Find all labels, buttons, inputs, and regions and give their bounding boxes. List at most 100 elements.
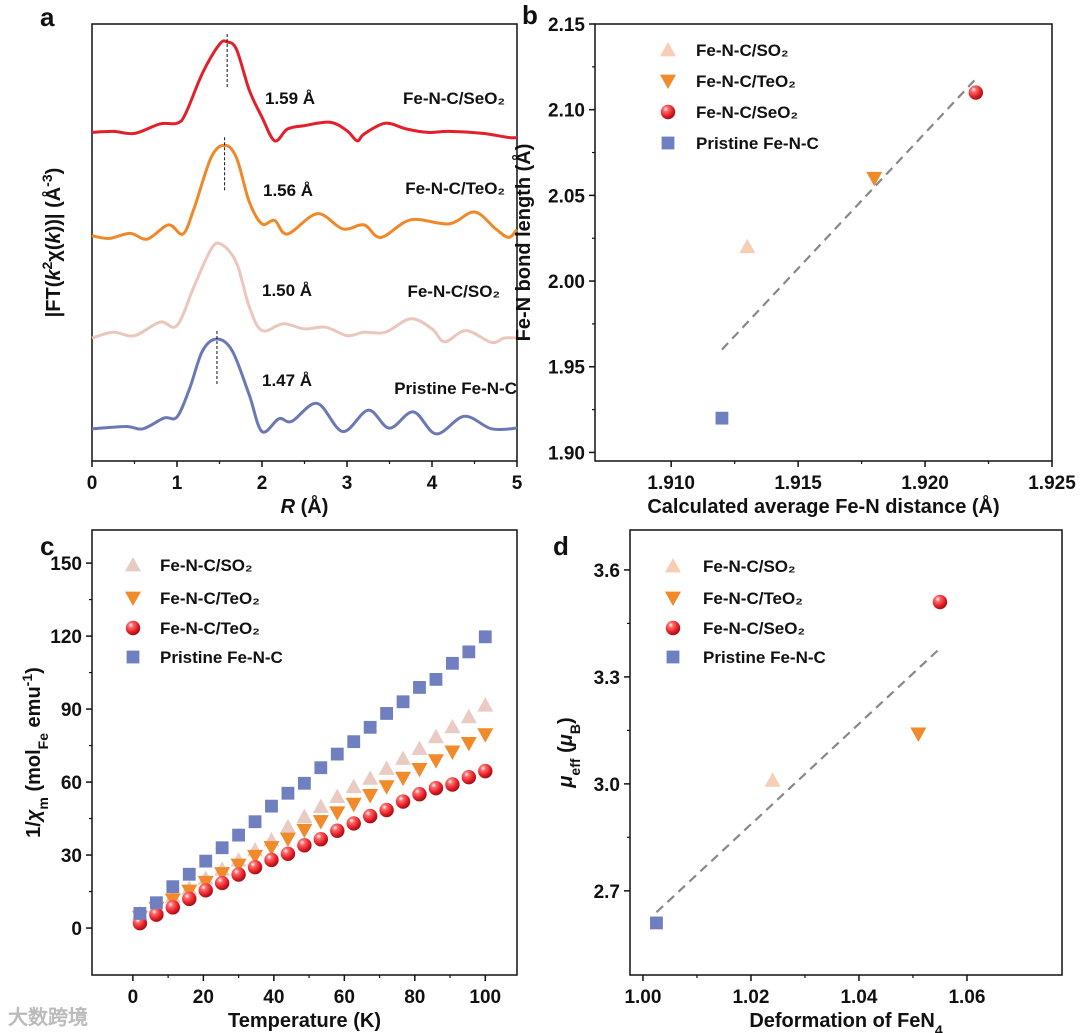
y-tick-label: 30 [61, 846, 82, 867]
data-point [166, 880, 180, 894]
data-point [231, 867, 246, 882]
label-part: Fe [35, 733, 51, 750]
x-tick-label: 60 [334, 987, 355, 1008]
x-tick-label: 0 [128, 987, 139, 1008]
legend-label: Fe-N-C/TeO₂ [703, 589, 803, 608]
label-part: ))| (Å [41, 187, 65, 233]
data-point [279, 832, 296, 847]
panel-a: a0 1 2 3 4 5R (Å)|FT(k2χ(k))| (Å-3)1.59 Å Fe-N… [39, 2, 523, 518]
legend-label: Fe-N-C/TeO₂ [160, 589, 260, 608]
x-tick-label: 40 [263, 987, 284, 1008]
x-tick-label: 1.910 [647, 473, 695, 494]
data-point [297, 776, 311, 790]
legend-marker [660, 104, 676, 120]
legend-label: Fe-N-C/SO₂ [160, 556, 253, 575]
data-point [263, 841, 280, 856]
data-point [281, 786, 295, 800]
legend-label: Fe-N-C/SO₂ [696, 41, 789, 60]
x-axis-label: Calculated average Fe-N distance (Å) [647, 494, 999, 518]
panel-label: d [553, 531, 569, 561]
data-point [478, 630, 492, 644]
data-point [363, 720, 377, 734]
x-tick-label: 4 [427, 473, 438, 494]
plot-frame [594, 23, 1053, 462]
legend-label: Pristine Fe-N-C [696, 134, 819, 153]
data-point [461, 769, 477, 785]
legend-marker [665, 558, 681, 573]
label-part: Temperature (K) [228, 1010, 381, 1032]
label-part: χ( [43, 243, 65, 262]
data-point [395, 750, 412, 765]
y-tick-label: 2.00 [548, 272, 585, 293]
data-point [329, 806, 346, 821]
legend-marker [665, 591, 681, 606]
legend-marker [661, 136, 675, 150]
data-point [378, 760, 395, 775]
data-point [197, 875, 214, 891]
y-axis-label: |FT(k2χ(k))| (Å-3) [39, 168, 65, 318]
data-point [314, 761, 328, 775]
y-tick-label: 2.7 [594, 882, 620, 903]
label-part: R [281, 496, 296, 518]
legend-marker [125, 557, 141, 572]
legend-label: Fe-N-C/SO₂ [703, 557, 796, 576]
label-part: ) [555, 717, 577, 724]
label-part: 1/ [23, 821, 45, 838]
label-part: eff [567, 758, 583, 775]
data-point [279, 818, 296, 834]
data-point [411, 740, 428, 755]
data-point [215, 841, 229, 855]
data-point [429, 672, 443, 686]
x-tick-label: 1.02 [732, 987, 769, 1008]
data-point [296, 823, 313, 839]
data-point [379, 802, 394, 818]
y-tick-label: 2.10 [548, 101, 585, 122]
data-point [932, 594, 948, 610]
panel-b: b 1.910 1.915 1.920 1.925 1.90 1.95 2.00 2.05 2.1… [511, 0, 1076, 518]
label-part: 2 [39, 261, 55, 269]
data-point [739, 238, 756, 254]
label-part: B [567, 724, 583, 734]
data-point [313, 832, 329, 847]
data-point [910, 727, 927, 742]
label-part: -3 [39, 174, 55, 187]
data-point [478, 763, 493, 779]
x-axis-label: Deformation of FeN4 [749, 1010, 943, 1033]
series-line [91, 337, 518, 436]
data-point [280, 846, 296, 862]
data-point [297, 838, 312, 853]
series-line [91, 143, 519, 241]
legend-label: Fe-N-C/TeO₂ [160, 619, 260, 638]
y-tick-label: 120 [50, 627, 82, 648]
legend-marker [660, 42, 676, 57]
x-tick-label: 100 [469, 987, 501, 1008]
data-point [650, 916, 663, 930]
y-tick-label: 150 [50, 554, 82, 575]
data-point [214, 867, 231, 882]
label-part: Deformation of FeN [749, 1010, 935, 1032]
data-point [149, 896, 163, 910]
x-tick-label: 1.915 [774, 473, 822, 494]
data-point [330, 823, 345, 838]
data-point [445, 777, 460, 792]
data-point [345, 797, 362, 813]
data-point [968, 85, 984, 100]
series-line [91, 39, 518, 143]
legend-marker [125, 591, 141, 606]
data-point [395, 771, 412, 787]
legend-marker [666, 650, 680, 664]
series-label: Fe-N-C/TeO₂ [405, 179, 505, 198]
data-point [477, 728, 494, 743]
y-tick-label: 2.05 [548, 186, 585, 207]
data-point [265, 799, 278, 813]
x-axis-label: Temperature (K) [228, 1010, 381, 1032]
panel-d: d 1.00 1.02 1.04 1.06 2.7 3.0 3.3 3.6 Deformation… [553, 529, 1063, 1033]
y-axis-label: μeff (μB) [555, 717, 583, 788]
y-tick-label: 1.95 [548, 358, 585, 379]
data-point [413, 681, 426, 694]
data-point [230, 858, 247, 874]
data-point [412, 787, 427, 802]
legend-marker [126, 650, 140, 664]
data-point [346, 816, 361, 831]
peak-label: 1.47 Å [262, 371, 312, 390]
